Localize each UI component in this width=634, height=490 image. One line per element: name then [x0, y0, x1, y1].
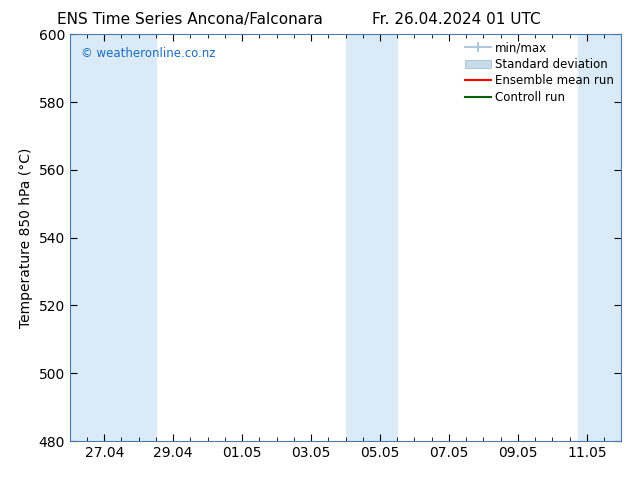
Text: © weatheronline.co.nz: © weatheronline.co.nz	[81, 47, 216, 59]
Legend: min/max, Standard deviation, Ensemble mean run, Controll run: min/max, Standard deviation, Ensemble me…	[460, 37, 619, 109]
Bar	[578, 34, 621, 441]
Bar	[346, 34, 398, 441]
Text: Fr. 26.04.2024 01 UTC: Fr. 26.04.2024 01 UTC	[372, 12, 541, 27]
Bar	[70, 34, 156, 441]
Text: ENS Time Series Ancona/Falconara: ENS Time Series Ancona/Falconara	[57, 12, 323, 27]
Y-axis label: Temperature 850 hPa (°C): Temperature 850 hPa (°C)	[19, 147, 33, 328]
